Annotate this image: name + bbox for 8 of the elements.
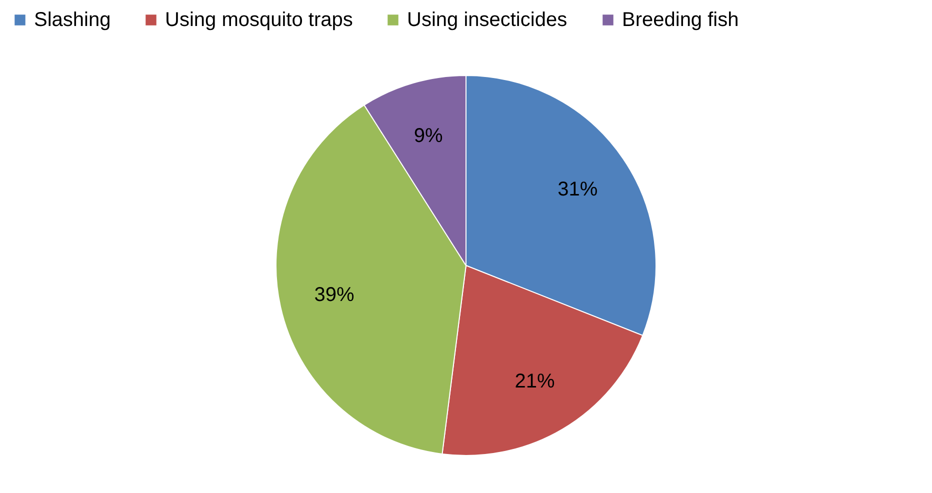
legend-label: Using insecticides xyxy=(407,9,568,31)
legend-label: Breeding fish xyxy=(622,9,739,31)
data-label: 39% xyxy=(314,284,354,306)
data-label: 9% xyxy=(414,124,444,147)
legend-label: Slashing xyxy=(34,9,111,31)
data-label: 21% xyxy=(514,370,555,393)
data-label: 31% xyxy=(558,178,598,201)
legend-label: Using mosquito traps xyxy=(165,9,353,31)
